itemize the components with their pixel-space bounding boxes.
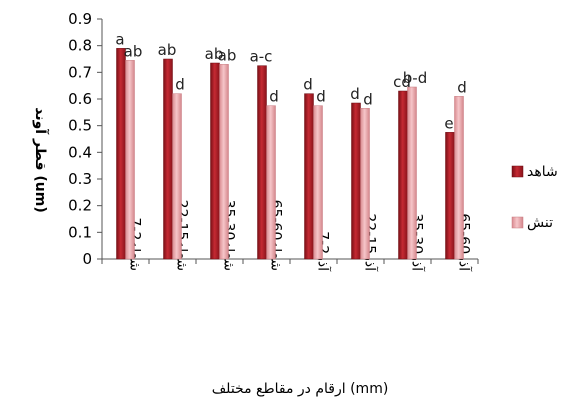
bars-group — [116, 48, 464, 260]
x-axis-title: ارقام در مقاطع مختلف (mm) — [212, 381, 389, 397]
data-label-series2: d — [269, 88, 279, 106]
data-label-series2: d — [175, 76, 185, 94]
y-tick-label: 0.2 — [68, 197, 92, 215]
bar-series1 — [351, 102, 361, 260]
bar-series2 — [219, 64, 229, 260]
y-tick-label: 0.1 — [68, 223, 92, 241]
bar-series1 — [210, 62, 220, 260]
legend: شاهد تنش — [511, 164, 558, 231]
data-label-series1: cd — [393, 73, 411, 91]
legend-swatch-series1 — [511, 165, 524, 178]
y-tick-label: 0.4 — [68, 143, 92, 161]
legend-swatch-series2 — [511, 216, 524, 229]
data-label-series2: ab — [218, 46, 237, 64]
data-label-series2: b-d — [403, 69, 427, 87]
bar-series1 — [257, 65, 267, 260]
bar-series2 — [360, 108, 370, 260]
data-label-series1: ab — [205, 45, 224, 63]
bar-series2 — [125, 60, 135, 260]
bar-series2 — [454, 96, 464, 260]
y-tick-label: 0.9 — [68, 10, 92, 28]
bar-series2 — [407, 86, 417, 260]
bar-series2 — [266, 105, 276, 260]
y-tick-label: 0.3 — [68, 170, 92, 188]
y-tick-label: 0.8 — [68, 37, 92, 55]
data-label-series2: d — [363, 90, 373, 108]
y-axis-title: قطر آوند (um) — [32, 107, 50, 212]
data-label-series1: ab — [158, 41, 177, 59]
y-tick-label: 0.6 — [68, 90, 92, 108]
y-tick-label: 0 — [82, 250, 92, 268]
data-label-series1: a-c — [250, 48, 273, 66]
bar-series1 — [398, 90, 408, 260]
data-label-series1: e — [444, 114, 453, 132]
data-label-series1: d — [303, 76, 313, 94]
y-tick-label: 0.5 — [68, 117, 92, 135]
legend-label-series2: تنش — [527, 215, 553, 231]
bar-series1 — [163, 58, 173, 260]
bar-series1 — [116, 48, 126, 260]
data-label-series1: a — [115, 30, 124, 48]
y-tick-label: 0.7 — [68, 63, 92, 81]
bar-series2 — [313, 105, 323, 260]
data-label-series2: d — [316, 88, 326, 106]
bar-series1 — [445, 132, 455, 260]
data-label-series2: d — [457, 78, 467, 96]
data-label-series1: d — [350, 85, 360, 103]
bar-series2 — [172, 93, 182, 260]
legend-label-series1: شاهد — [527, 164, 558, 180]
data-label-series2: ab — [124, 42, 143, 60]
bar-series1 — [304, 93, 314, 260]
